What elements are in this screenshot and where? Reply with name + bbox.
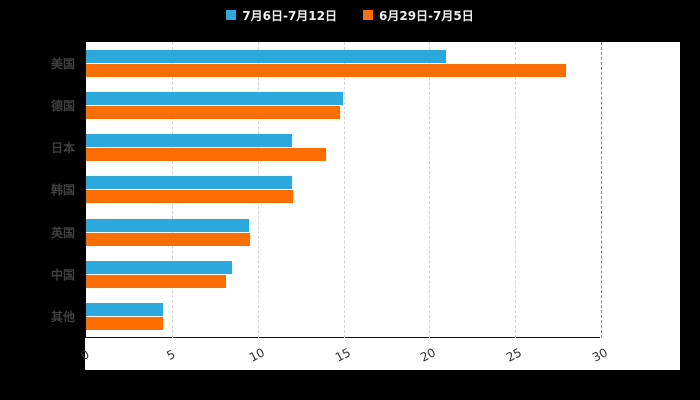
plot-background — [85, 42, 680, 370]
plot-area — [85, 42, 602, 338]
bar-韩国-series0 — [86, 176, 292, 190]
bar-中国-series0 — [86, 261, 232, 275]
legend-label: 6月29日-7月5日 — [379, 8, 474, 23]
bar-row-其他 — [86, 296, 600, 338]
gridline-25 — [515, 42, 517, 338]
bar-德国-series0 — [86, 91, 343, 105]
bar-日本-series0 — [86, 134, 292, 148]
bar-英国-series1 — [86, 232, 251, 246]
gridline-10 — [257, 42, 259, 338]
y-axis-label-德国: 德国 — [50, 98, 75, 113]
bar-韩国-series1 — [86, 190, 294, 204]
bar-其他-series1 — [86, 317, 164, 331]
bar-美国-series1 — [86, 63, 566, 77]
y-axis-label-日本: 日本 — [50, 141, 75, 156]
y-axis-label-中国: 中国 — [50, 268, 75, 283]
y-axis-label-英国: 英国 — [50, 225, 75, 240]
gridline-5 — [171, 42, 173, 338]
legend-swatch-icon — [363, 10, 373, 20]
bar-中国-series1 — [86, 275, 227, 289]
bar-德国-series1 — [86, 105, 340, 119]
legend-label: 7月6日-7月12日 — [242, 8, 337, 23]
bar-美国-series0 — [86, 49, 446, 63]
y-axis-label-其他: 其他 — [50, 310, 75, 325]
y-axis-label-美国: 美国 — [50, 56, 75, 71]
legend-item-1: 6月29日-7月5日 — [363, 7, 474, 24]
bar-row-日本 — [86, 127, 600, 169]
bar-row-韩国 — [86, 169, 600, 211]
bar-其他-series0 — [86, 303, 164, 317]
bar-row-美国 — [86, 42, 600, 84]
bar-英国-series0 — [86, 218, 249, 232]
bar-row-英国 — [86, 211, 600, 253]
gridline-20 — [429, 42, 431, 338]
y-axis-label-韩国: 韩国 — [50, 183, 75, 198]
legend-swatch-icon — [226, 10, 237, 20]
legend: 7月6日-7月12日 6月29日-7月5日 — [0, 6, 700, 24]
legend-item-0: 7月6日-7月12日 — [226, 7, 337, 24]
gridline-15 — [343, 42, 345, 338]
bar-row-中国 — [86, 253, 600, 295]
bar-日本-series1 — [86, 148, 326, 162]
gridline-30 — [601, 42, 602, 338]
bar-row-德国 — [86, 84, 600, 126]
